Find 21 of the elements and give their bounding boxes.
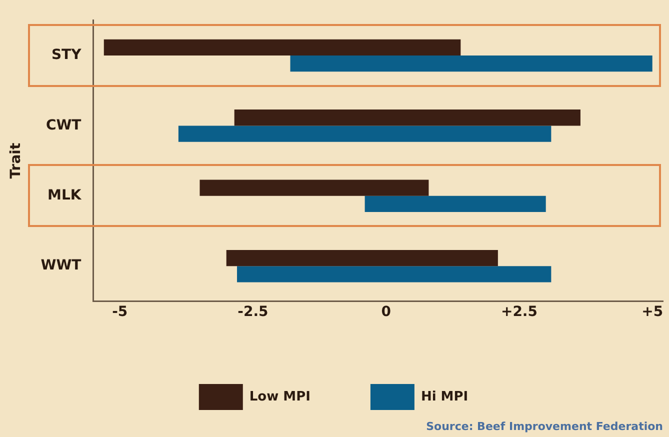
source-note: Source: Beef Improvement Federation	[426, 420, 663, 433]
x-tick-label: +5	[642, 304, 664, 320]
y-tick-label: STY	[51, 47, 82, 64]
y-tick-label: CWT	[46, 117, 82, 134]
legend-label: Hi MPI	[420, 389, 468, 404]
bar	[237, 266, 552, 282]
x-tick-label: -5	[112, 304, 128, 320]
y-tick-label: WWT	[40, 258, 82, 274]
bar	[104, 39, 461, 56]
bar	[290, 56, 652, 72]
x-tick-label: 0	[381, 304, 392, 320]
y-axis-title: Trait	[8, 142, 24, 179]
bar	[234, 110, 580, 126]
legend-label: Low MPI	[249, 389, 310, 404]
x-tick-label: +2.5	[500, 304, 538, 320]
y-tick-label: MLK	[48, 188, 82, 204]
bar	[178, 126, 552, 142]
x-tick-label: -2.5	[238, 304, 268, 320]
bar	[226, 250, 498, 266]
bar	[364, 196, 546, 212]
bar	[200, 180, 429, 196]
